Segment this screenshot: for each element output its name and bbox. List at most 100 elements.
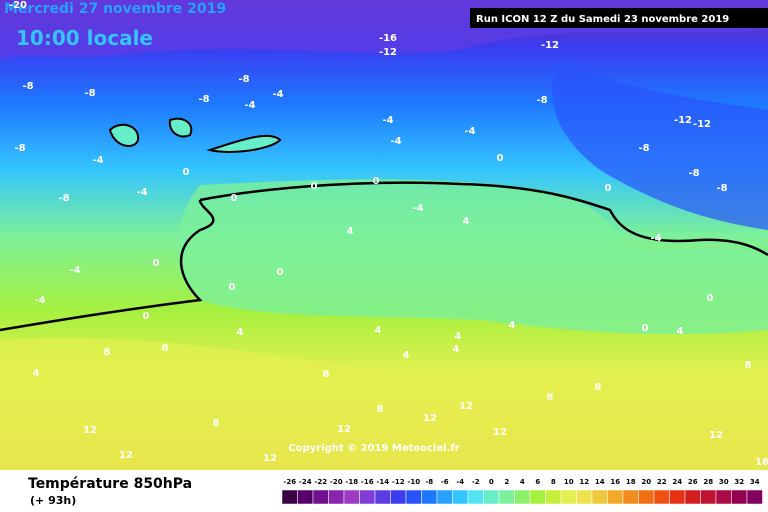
- date: Mercredi 27 novembre 2019: [4, 1, 226, 17]
- scale-label: 2: [504, 478, 509, 486]
- contour-label: 4: [455, 331, 462, 342]
- contour-label: -8: [536, 95, 547, 106]
- scale-swatch: [529, 489, 546, 505]
- contour-label: -8: [238, 74, 249, 85]
- contour-label: -4: [412, 203, 423, 214]
- contour-label: 0: [707, 293, 714, 304]
- contour-label: -8: [14, 143, 25, 154]
- cold-pool: [552, 60, 768, 230]
- contour-label: -8: [84, 88, 95, 99]
- scale-swatch: [715, 489, 732, 505]
- scale-swatch: [436, 489, 453, 505]
- scale-label: 14: [595, 478, 605, 486]
- contour-label: 4: [509, 320, 516, 331]
- contour-label: -12: [541, 40, 559, 51]
- run: Run ICON 12 Z du Samedi 23 novembre 2019: [476, 14, 729, 25]
- scale-swatch: [638, 489, 655, 505]
- scale-label: -14: [376, 478, 389, 486]
- contour-label: 4: [375, 325, 382, 336]
- scale-label: -20: [330, 478, 343, 486]
- contour-label: 0: [605, 183, 612, 194]
- contour-label: 12: [119, 450, 133, 461]
- scale-swatch: [684, 489, 701, 505]
- contour-label: -8: [688, 168, 699, 179]
- contour-label: 8: [547, 392, 554, 403]
- contour-label: 8: [745, 360, 752, 371]
- contour-label: 4: [463, 216, 470, 227]
- scale-label: 32: [734, 478, 744, 486]
- contour-label: -12: [674, 115, 692, 126]
- scale-label: 12: [579, 478, 589, 486]
- scale-swatch: [607, 489, 624, 505]
- scale-swatch: [297, 489, 314, 505]
- contour-label: -16: [379, 33, 397, 44]
- contour-label: 12: [459, 401, 473, 412]
- scale-swatch: [390, 489, 407, 505]
- scale-swatch: [281, 489, 298, 505]
- scale-swatch: [591, 489, 608, 505]
- contour-label: 0: [231, 193, 238, 204]
- contour-label: 4: [33, 368, 40, 379]
- contour-label: -4: [69, 265, 80, 276]
- scale-label: -8: [425, 478, 433, 486]
- scale-swatch: [421, 489, 438, 505]
- contour-label: 12: [263, 453, 277, 464]
- scale-label: -16: [361, 478, 374, 486]
- footer-title: Température 850hPa: [28, 476, 192, 492]
- contour-label: 0: [497, 153, 504, 164]
- contour-label: 8: [104, 347, 111, 358]
- mild-zone: [177, 179, 768, 335]
- contour-label: 4: [677, 326, 684, 337]
- contour-label: -4: [650, 233, 661, 244]
- scale-label: 16: [610, 478, 620, 486]
- scale-swatch: [498, 489, 515, 505]
- contour-label: 12: [493, 427, 507, 438]
- contour-label: 0: [153, 258, 160, 269]
- contour-label: 0: [143, 311, 150, 322]
- scale-label: 8: [551, 478, 556, 486]
- scale-label: 34: [750, 478, 760, 486]
- scale-label: -22: [314, 478, 327, 486]
- scale-label: 0: [489, 478, 494, 486]
- scale-label: -18: [345, 478, 358, 486]
- scale-label: 30: [719, 478, 729, 486]
- scale-label: -12: [392, 478, 405, 486]
- contour-label: -8: [22, 81, 33, 92]
- zero-isotherm: [199, 181, 768, 257]
- contour-label: 4: [403, 350, 410, 361]
- scale-label: -4: [456, 478, 464, 486]
- scale-swatch: [746, 489, 763, 505]
- scale-swatch: [669, 489, 686, 505]
- scale-swatch: [653, 489, 670, 505]
- scale-label: 22: [657, 478, 667, 486]
- scale-label: 18: [626, 478, 636, 486]
- contour-label: 4: [347, 226, 354, 237]
- contour-label: -12: [379, 47, 397, 58]
- scale-swatch: [731, 489, 748, 505]
- contour-label: -12: [693, 119, 711, 130]
- contour-label: 8: [595, 382, 602, 393]
- contour-label: -8: [198, 94, 209, 105]
- zero-isotherm: [0, 199, 215, 332]
- contour-label: 12: [423, 413, 437, 424]
- contour-label: -4: [136, 187, 147, 198]
- scale-swatch: [328, 489, 345, 505]
- scale-label: 10: [564, 478, 574, 486]
- island: [108, 117, 282, 153]
- contour-label: 8: [162, 343, 169, 354]
- run-box: [470, 8, 768, 28]
- contour-label: 0: [311, 181, 318, 192]
- contour-label: -4: [382, 115, 393, 126]
- scale-label: 20: [641, 478, 651, 486]
- contour-label: 0: [183, 167, 190, 178]
- scale-label: -26: [283, 478, 296, 486]
- contour-label: -8: [58, 193, 69, 204]
- scale-swatch: [343, 489, 360, 505]
- contour-label: 4: [453, 344, 460, 355]
- scale-swatch: [359, 489, 376, 505]
- scale-swatch: [545, 489, 562, 505]
- contour-label: 8: [377, 404, 384, 415]
- contour-label: -4: [34, 295, 45, 306]
- scale-swatch: [560, 489, 577, 505]
